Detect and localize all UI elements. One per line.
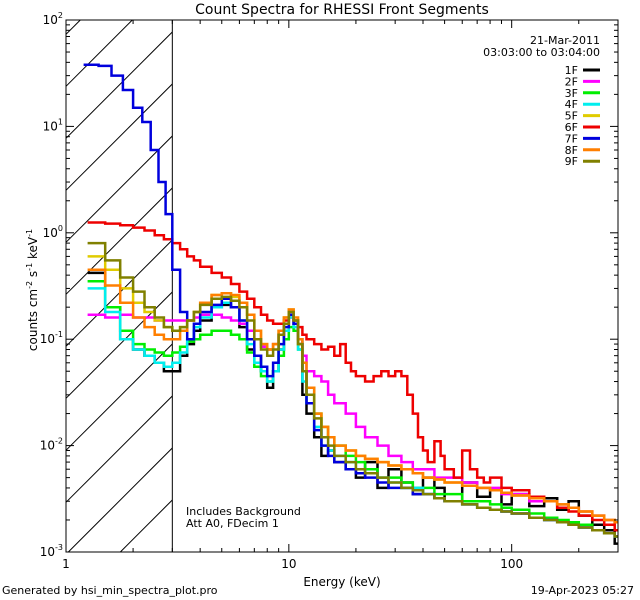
series-8F-line: [87, 268, 618, 524]
y-axis-ticks: 10-3 10-2 10-1 100 101 102: [40, 11, 618, 559]
hatch-line: [67, 447, 173, 553]
hatch-line: [65, 135, 173, 243]
legend-label-4F: 4F: [565, 98, 578, 111]
legend-label-9F: 9F: [565, 155, 578, 168]
series-group: [83, 63, 618, 545]
legend-label-5F: 5F: [565, 110, 578, 123]
x-tick-label: 1: [62, 557, 70, 571]
hatch-line: [119, 499, 173, 553]
hatch-line: [65, 19, 81, 35]
footer-generator: Generated by hsi_min_spectra_plot.pro: [2, 584, 218, 597]
y-tick-label: 102: [43, 11, 63, 27]
hatch-line: [65, 343, 173, 451]
y-tick-label: 10-1: [40, 330, 63, 346]
hatch-line: [65, 187, 173, 295]
y-tick-label: 100: [43, 224, 63, 240]
date-label: 21-Mar-2011: [530, 34, 600, 47]
y-tick-label: 101: [43, 117, 63, 133]
plot-frame: [65, 19, 619, 553]
x-tick-label: 10: [281, 557, 296, 571]
hatch-line: [65, 83, 173, 191]
annotation-attenuator: Att A0, FDecim 1: [186, 517, 279, 530]
legend-label-7F: 7F: [565, 132, 578, 145]
series-6F-line: [87, 221, 618, 532]
annotation-background: Includes Background: [186, 505, 301, 518]
series-2F-line: [87, 313, 618, 524]
hatch-line: [65, 19, 133, 87]
x-tick-label: 100: [500, 557, 523, 571]
x-axis-ticks: 1 10 100: [62, 20, 619, 571]
legend-label-6F: 6F: [565, 121, 578, 134]
series-1F-line: [87, 271, 618, 545]
y-axis-label: counts cm-2 s-1 keV-1: [25, 229, 40, 351]
legend-label-1F: 1F: [565, 64, 578, 77]
legend-label-2F: 2F: [565, 75, 578, 88]
hatch-line: [65, 395, 173, 503]
legend-label-8F: 8F: [565, 144, 578, 157]
x-axis-label: Energy (keV): [303, 575, 380, 589]
footer-timestamp: 19-Apr-2023 05:27: [531, 584, 634, 597]
legend-label-3F: 3F: [565, 87, 578, 100]
y-tick-label: 10-2: [40, 437, 63, 453]
hatch-line: [65, 31, 173, 139]
y-tick-label: 10-3: [40, 543, 63, 559]
series-9F-line: [87, 241, 618, 538]
time-range-label: 03:03:00 to 03:04:00: [483, 46, 600, 59]
chart-title: Count Spectra for RHESSI Front Segments: [195, 2, 489, 18]
